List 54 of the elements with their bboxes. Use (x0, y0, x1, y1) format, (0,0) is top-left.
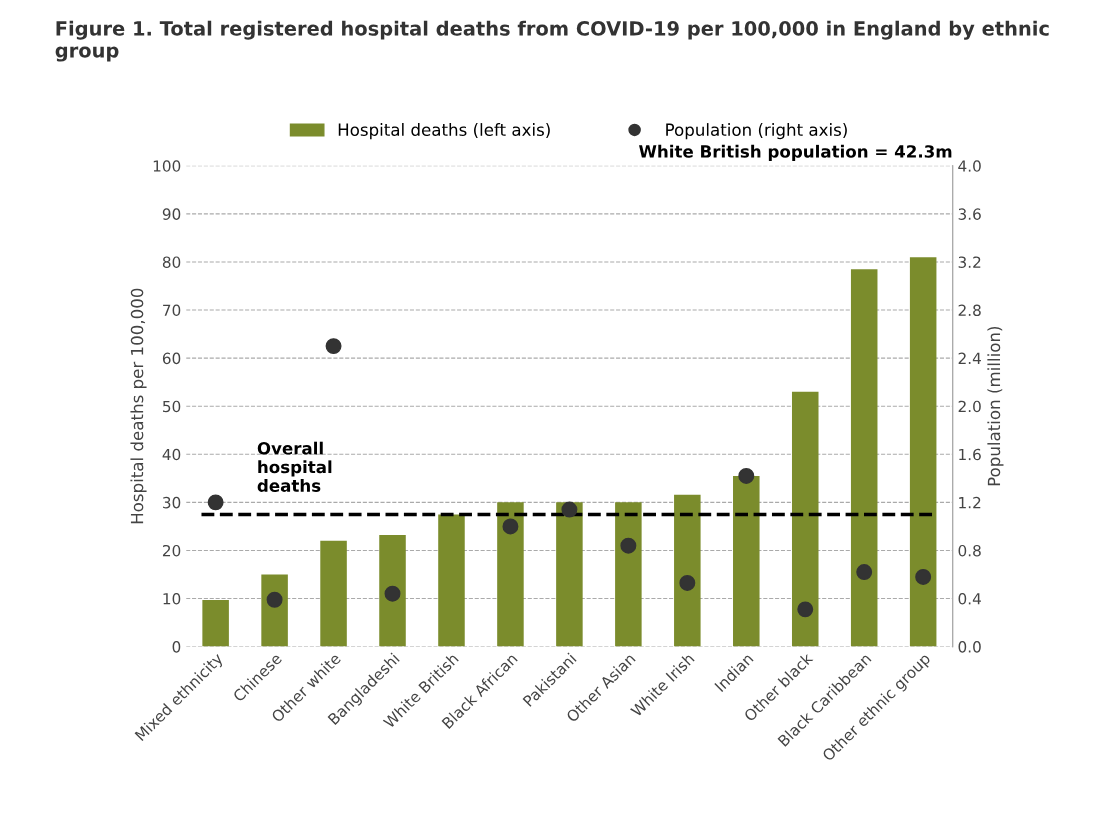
bar (438, 514, 465, 647)
y2-tick-label: 4.0 (958, 160, 981, 172)
y-tick-label: 100 (153, 160, 181, 172)
y2-tick-label: 0.0 (958, 641, 981, 653)
bar (850, 269, 878, 647)
y-tick-label: 0 (172, 641, 181, 653)
y-tick-label: 60 (162, 352, 181, 365)
bar (556, 502, 583, 647)
y2-tick-label: 2.0 (958, 400, 981, 413)
ref-line-label: Overall hospital deaths (257, 441, 332, 492)
point (620, 537, 637, 554)
bar (615, 502, 642, 647)
y2-tick-label: 0.4 (958, 593, 981, 605)
point (325, 338, 342, 355)
y-tick-label: 90 (162, 208, 181, 220)
bar (320, 540, 347, 647)
text: White British population = 42.3m (639, 144, 952, 161)
y-tick-label: 80 (162, 256, 181, 268)
bar (909, 257, 937, 647)
bar (791, 391, 819, 647)
y-tick-label: 10 (163, 593, 181, 605)
point (738, 467, 755, 484)
y-tick-label: 40 (162, 448, 181, 461)
y-tick-label: 30 (163, 496, 181, 509)
point (266, 591, 283, 608)
bar (497, 502, 524, 647)
point (679, 574, 696, 591)
point (797, 601, 814, 618)
chart-title: Figure 1. Total registered hospital deaths from COVID-19 per 100,000 in England by ethnic group (55, 20, 1049, 62)
y2-tick-label: 2.8 (958, 304, 981, 317)
y2-tick-label: 1.2 (959, 496, 981, 509)
y2-tick-label: 3.6 (958, 208, 981, 220)
y2-axis-title: Population (million) (987, 326, 1004, 486)
y-axis-title: Hospital deaths per 100,000 (130, 288, 147, 524)
point (561, 501, 578, 518)
y-tick-label: 20 (162, 544, 181, 557)
y2-tick-label: 0.8 (958, 544, 981, 557)
bar (202, 599, 229, 647)
bar (733, 475, 760, 647)
y-tick-label: 50 (163, 400, 181, 413)
point (915, 568, 932, 585)
point (207, 494, 224, 511)
bar (261, 574, 288, 647)
y-tick-label: 70 (163, 304, 181, 317)
bar (674, 494, 701, 647)
point (384, 585, 401, 602)
point (502, 518, 519, 535)
point (856, 564, 873, 581)
y2-tick-label: 2.4 (958, 352, 981, 364)
legend-label: Population (right axis) (666, 123, 847, 140)
legend-label: Hospital deaths (left axis) (338, 123, 550, 140)
bar (379, 535, 406, 647)
y2-tick-label: 3.2 (958, 256, 981, 268)
y2-tick-label: 1.6 (959, 448, 981, 461)
